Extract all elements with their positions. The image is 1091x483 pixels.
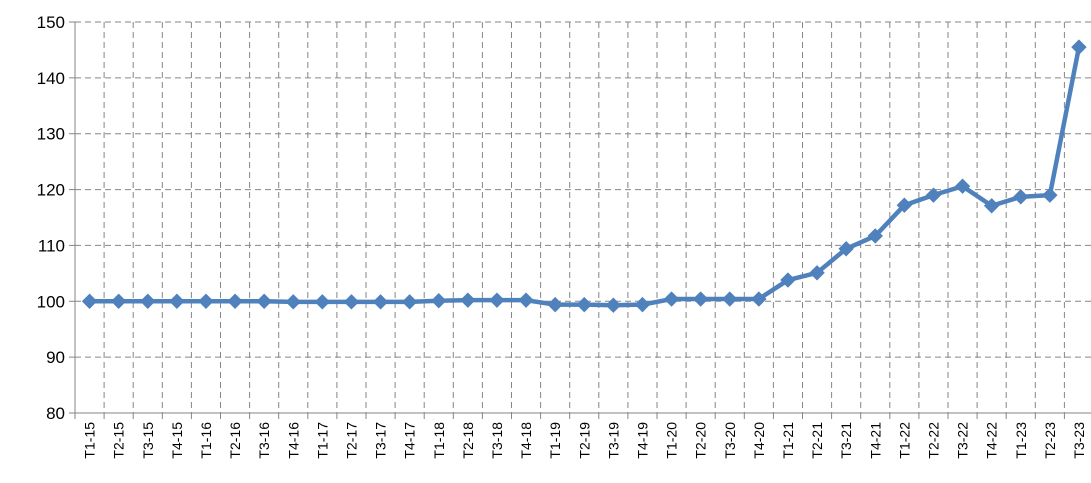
x-tick-label: T3-16 [256, 422, 272, 459]
x-tick-label: T3-22 [955, 422, 971, 459]
x-tick-label: T1-17 [314, 422, 330, 459]
data-point-marker [256, 293, 272, 309]
data-point-marker [1042, 187, 1058, 203]
data-point-marker [431, 293, 447, 309]
x-tick-label: T4-16 [285, 422, 301, 459]
data-point-marker [110, 293, 127, 309]
x-tick-label: T3-20 [722, 422, 738, 459]
data-point-marker [896, 197, 913, 213]
x-tick-label: T2-20 [693, 422, 709, 459]
y-tick-label: 140 [37, 69, 65, 88]
x-tick-label: T3-18 [489, 422, 505, 459]
x-axis-ticks: T1-15 T2-15 T3-15 T4-15 T1-16 T2-16 T3-16 T4-16… [82, 422, 1087, 459]
data-point-marker [401, 294, 418, 310]
x-tick-label: T1-21 [780, 422, 796, 459]
x-tick-label: T1-16 [198, 422, 214, 459]
data-point-marker [954, 178, 971, 194]
data-point-marker [925, 187, 942, 203]
data-point-marker [140, 293, 156, 309]
x-tick-label: T2-15 [111, 422, 127, 459]
data-point-marker [663, 291, 680, 307]
data-point-marker [1013, 189, 1029, 205]
axes [69, 21, 1091, 419]
y-tick-label: 100 [37, 292, 65, 311]
x-tick-label: T3-15 [140, 422, 156, 459]
data-point-marker [547, 296, 563, 313]
data-point-marker [343, 294, 360, 310]
series-group [81, 39, 1087, 313]
data-point-marker [983, 198, 1000, 214]
x-tick-label: T1-23 [1013, 422, 1029, 459]
x-tick-label: T2-19 [576, 422, 592, 459]
x-tick-label: T3-23 [1071, 422, 1087, 459]
data-point-marker [227, 293, 243, 309]
x-tick-label: T4-17 [402, 422, 418, 459]
x-tick-label: T4-15 [169, 422, 185, 459]
y-tick-label: 110 [38, 236, 65, 255]
x-tick-label: T3-17 [373, 422, 389, 459]
data-point-marker [634, 296, 651, 313]
x-tick-label: T3-19 [605, 422, 621, 459]
data-point-marker [605, 297, 622, 313]
data-point-marker [460, 292, 476, 308]
x-tick-label: T2-18 [460, 422, 476, 459]
y-tick-label: 130 [37, 125, 65, 144]
y-axis-ticks: 80 90 100 110 120 130 140 150 [37, 13, 65, 423]
data-point-marker [169, 293, 185, 309]
data-point-marker [314, 294, 331, 310]
data-point-marker [809, 265, 825, 281]
x-tick-label: T1-18 [431, 422, 447, 459]
data-point-marker [198, 293, 214, 309]
x-tick-label: T1-22 [896, 422, 912, 459]
data-point-marker [1071, 39, 1087, 55]
data-point-marker [780, 272, 796, 288]
x-tick-label: T4-19 [634, 422, 650, 459]
x-tick-label: T1-19 [547, 422, 563, 459]
y-tick-label: 90 [46, 348, 65, 367]
data-point-marker [489, 292, 505, 308]
data-point-marker [372, 294, 389, 310]
data-point-marker [576, 296, 592, 313]
grid [75, 21, 1091, 413]
x-tick-label: T4-18 [518, 422, 534, 459]
x-tick-label: T2-17 [343, 422, 359, 459]
data-point-marker [751, 291, 767, 307]
x-tick-label: T4-20 [751, 422, 767, 459]
data-point-marker [838, 241, 854, 257]
x-tick-label: T1-15 [82, 422, 98, 459]
x-tick-label: T2-21 [809, 422, 825, 459]
data-point-marker [518, 292, 534, 308]
data-point-marker [692, 291, 709, 307]
y-tick-label: 150 [37, 13, 65, 32]
x-tick-label: T2-16 [227, 422, 243, 459]
series-line [87, 44, 1082, 308]
y-tick-label: 80 [46, 404, 65, 423]
data-point-marker [81, 293, 98, 309]
y-tick-label: 120 [37, 181, 65, 200]
x-tick-label: T2-23 [1042, 422, 1058, 459]
data-point-marker [867, 228, 883, 244]
x-tick-label: T3-21 [838, 422, 854, 459]
x-tick-label: T4-21 [867, 422, 883, 459]
x-tick-label: T1-20 [664, 422, 680, 459]
data-point-marker [722, 291, 738, 307]
x-tick-label: T4-22 [984, 422, 1000, 459]
data-point-marker [285, 294, 301, 310]
x-tick-label: T2-22 [925, 422, 941, 459]
